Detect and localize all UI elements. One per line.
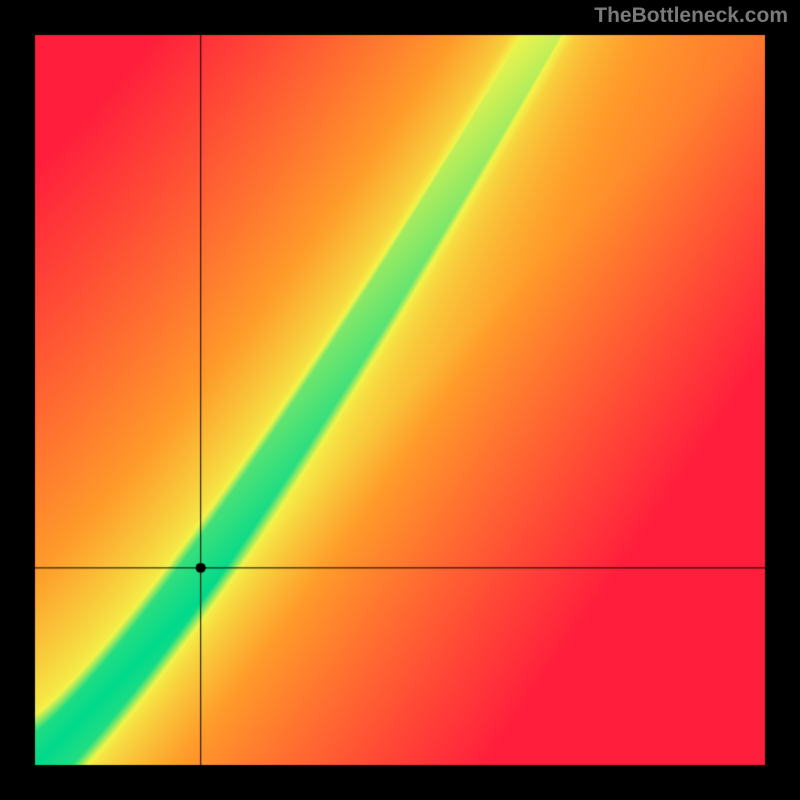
watermark-text: TheBottleneck.com	[594, 4, 788, 28]
chart-container: TheBottleneck.com	[0, 0, 800, 800]
heatmap-canvas	[0, 0, 800, 800]
